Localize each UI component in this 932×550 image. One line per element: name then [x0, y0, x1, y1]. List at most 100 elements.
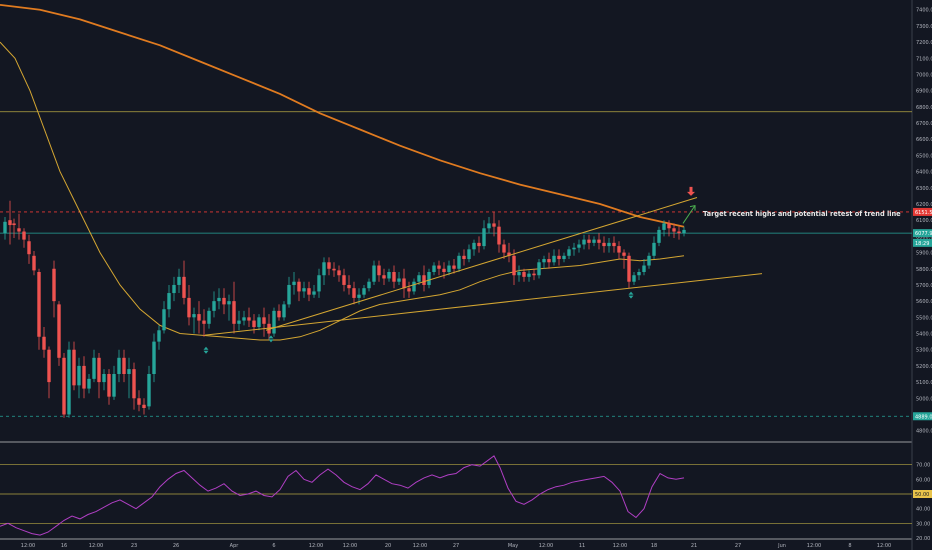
candle-body	[597, 239, 601, 243]
candle-body	[612, 242, 616, 247]
candle-body	[377, 265, 381, 276]
candle-body	[477, 242, 481, 247]
candle-body	[372, 265, 376, 282]
candle-body	[407, 288, 411, 292]
candle-body	[552, 255, 556, 263]
candle-body	[52, 268, 56, 302]
price-tick-label: 6500.0	[916, 153, 932, 159]
time-tick-label: 8	[848, 543, 851, 549]
candle-body	[572, 247, 576, 250]
candle-body	[287, 284, 291, 305]
price-tick-label: 5000.0	[916, 396, 932, 402]
price-tick-label: 6000.0	[916, 234, 932, 240]
candle-body	[37, 272, 41, 337]
price-label: 18:29	[915, 241, 929, 247]
time-tick-label: Apr	[230, 543, 240, 549]
candle-body	[127, 369, 131, 374]
candle-body	[107, 374, 111, 397]
candle-body	[532, 273, 536, 276]
time-tick-label: 12:00	[613, 543, 627, 549]
candle-body	[352, 288, 356, 298]
time-axis[interactable]: 12:00 16 12:00 23 26 Apr 6 12:00 12:00 20 12:00 27 M…	[21, 543, 891, 549]
up-arrow-icon	[682, 205, 696, 224]
candle-body	[517, 272, 521, 276]
candle-body	[187, 297, 191, 318]
candle-body	[92, 357, 96, 379]
candle-body	[217, 297, 221, 302]
candle-body	[382, 275, 386, 279]
buy-signal-icon	[628, 295, 634, 299]
time-tick-label: 12:00	[413, 543, 427, 549]
candle-body	[667, 223, 671, 229]
candle-body	[277, 310, 281, 318]
trend-lines[interactable]	[204, 197, 763, 336]
candle-body	[72, 349, 76, 386]
grid	[0, 0, 913, 550]
candle-body	[307, 288, 311, 295]
time-tick-label: Jun	[777, 543, 786, 549]
candle-body	[452, 265, 456, 269]
time-tick-label: 27	[453, 543, 459, 549]
rsi-tick-label: 60.00	[916, 477, 930, 483]
time-tick-label: 12:00	[877, 543, 891, 549]
candle-body	[672, 228, 676, 232]
buy-signal-icon	[203, 350, 209, 354]
time-tick-label: 23	[131, 543, 137, 549]
time-tick-label: 12:00	[343, 543, 357, 549]
price-tick-label: 5900.0	[916, 251, 932, 257]
rsi-tick-label: 70.00	[916, 463, 930, 469]
candle-body	[467, 249, 471, 260]
down-arrow-icon	[687, 186, 695, 196]
candle-body	[22, 231, 26, 240]
candle-body	[582, 239, 586, 245]
price-tick-label: 6700.0	[916, 121, 932, 127]
candle-body	[332, 268, 336, 271]
candle-body	[62, 357, 66, 415]
rsi-label-box	[913, 490, 932, 498]
candle-body	[522, 272, 526, 277]
price-tick-label: 6800.0	[916, 105, 932, 111]
price-tick-label: 4800.0	[916, 429, 932, 435]
candle-body	[632, 275, 636, 282]
candle-body	[3, 221, 7, 234]
candle-body	[232, 301, 236, 324]
candle-body	[402, 278, 406, 289]
candle-body	[112, 374, 116, 397]
candle-body	[507, 252, 511, 256]
candle-body	[67, 349, 71, 415]
candle-body	[302, 288, 306, 292]
candle-body	[252, 320, 256, 328]
time-tick-label: 27	[735, 543, 741, 549]
price-tick-label: 5600.0	[916, 299, 932, 305]
candle-body	[122, 357, 126, 374]
up-arrow-head	[689, 205, 696, 211]
candle-body	[337, 270, 341, 276]
candle-body	[442, 268, 446, 272]
candle-body	[132, 369, 136, 399]
candle-body	[537, 262, 541, 276]
candle-body	[562, 255, 566, 260]
candle-body	[272, 310, 276, 334]
candle-body	[137, 398, 141, 405]
candle-body	[682, 229, 686, 234]
price-tick-label: 6900.0	[916, 89, 932, 95]
time-tick-label: 12:00	[21, 543, 35, 549]
candle-body	[462, 255, 466, 260]
price-tick-label: 7400.0	[916, 8, 932, 14]
chart-annotation: Target recent highs and potential retest…	[703, 210, 901, 218]
candle-body	[12, 223, 16, 226]
candle-body	[602, 242, 606, 247]
candle-body	[182, 276, 186, 298]
candle-body	[457, 255, 461, 269]
price-axis[interactable]: 7400.0 7300.0 7200.0 7100.0 7000.0 6900.0 6800…	[913, 8, 932, 435]
buy-signal-icon	[268, 335, 274, 339]
time-tick-label: 16	[61, 543, 67, 549]
price-label-box	[913, 229, 932, 238]
candle-body	[607, 242, 611, 247]
candles	[3, 200, 686, 418]
candle-body	[247, 317, 251, 321]
candle-body	[567, 249, 571, 256]
candle-body	[327, 262, 331, 269]
